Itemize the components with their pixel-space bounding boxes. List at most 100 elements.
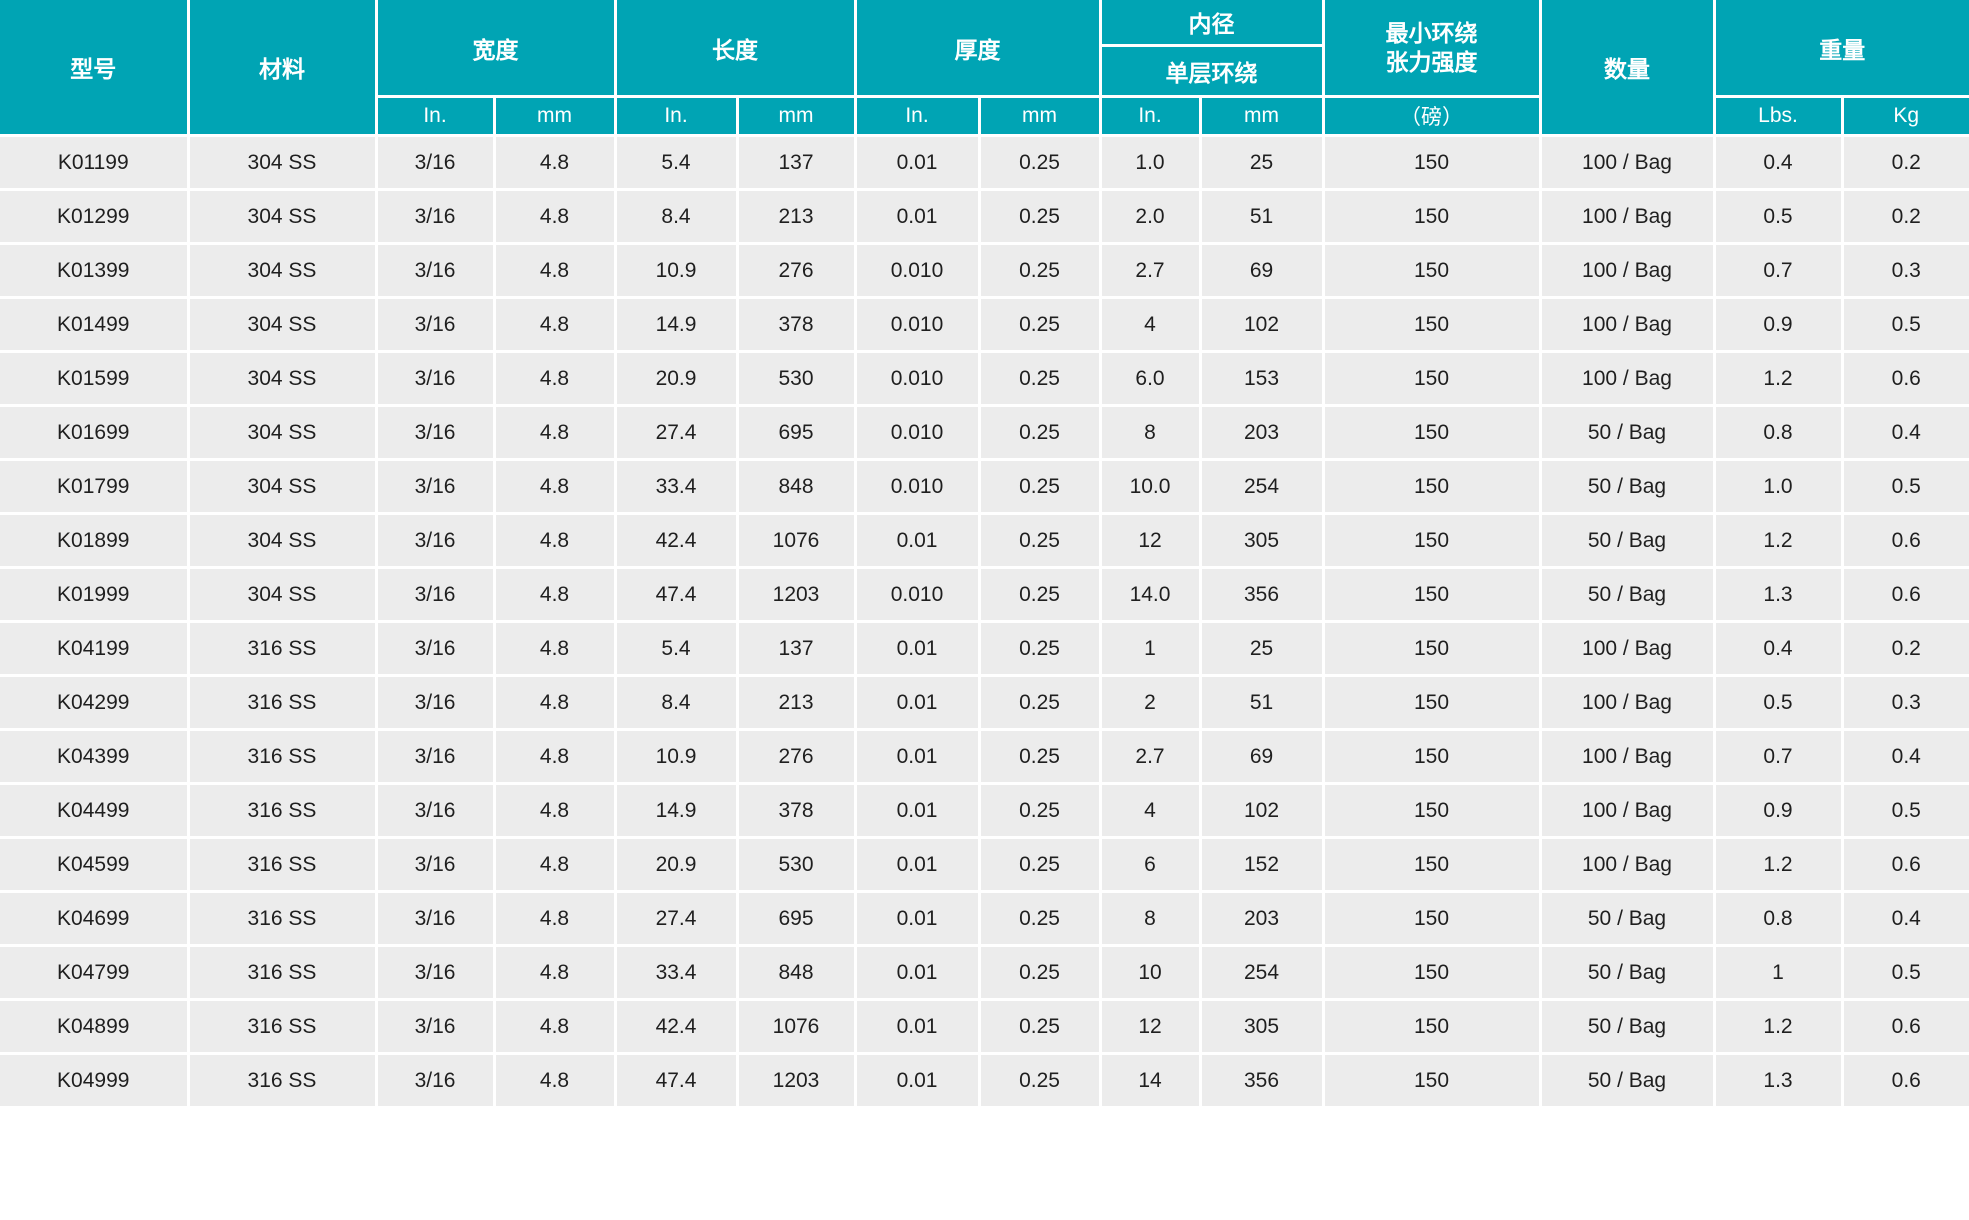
- cell-width-in: 3/16: [374, 296, 496, 353]
- cell-weight-lbs: 1.2: [1712, 836, 1844, 893]
- column-header-inner-diameter: 内径: [1098, 0, 1325, 47]
- cell-quantity: 100 / Bag: [1538, 620, 1716, 677]
- table-row: K01799 304 SS 3/16 4.8 33.4 848 0.010 0.25 10.0 2…: [0, 458, 1969, 515]
- cell-thickness-mm: 0.25: [977, 350, 1102, 407]
- cell-min-tensile-strength: 150: [1321, 836, 1542, 893]
- cell-inner-diameter-in: 6.0: [1098, 350, 1202, 407]
- cell-weight-kg: 0.5: [1840, 944, 1969, 1001]
- cell-inner-diameter-in: 12: [1098, 512, 1202, 569]
- unit-header-length-in: In.: [613, 95, 739, 137]
- cell-inner-diameter-in: 1.0: [1098, 134, 1202, 191]
- table-row: K01699 304 SS 3/16 4.8 27.4 695 0.010 0.25 8 203 1…: [0, 404, 1969, 461]
- cell-width-mm: 4.8: [492, 674, 617, 731]
- cell-width-mm: 4.8: [492, 566, 617, 623]
- table-row: K01399 304 SS 3/16 4.8 10.9 276 0.010 0.25 2.7 69…: [0, 242, 1969, 299]
- cell-thickness-mm: 0.25: [977, 944, 1102, 1001]
- cell-weight-lbs: 0.7: [1712, 242, 1844, 299]
- cell-thickness-mm: 0.25: [977, 728, 1102, 785]
- table-row: K01599 304 SS 3/16 4.8 20.9 530 0.010 0.25 6.0 15…: [0, 350, 1969, 407]
- cell-thickness-mm: 0.25: [977, 620, 1102, 677]
- column-header-width: 宽度: [374, 0, 617, 98]
- table-header: 型号 材料 宽度 长度 厚度 内径 最小环绕 张力强度 数量 重量 单层环绕 I…: [0, 0, 1969, 137]
- cell-length-in: 14.9: [613, 296, 739, 353]
- cell-width-in: 3/16: [374, 242, 496, 299]
- cell-width-mm: 4.8: [492, 350, 617, 407]
- cell-width-mm: 4.8: [492, 1052, 617, 1108]
- cell-min-tensile-strength: 150: [1321, 620, 1542, 677]
- cell-material: 316 SS: [186, 836, 378, 893]
- cell-length-in: 14.9: [613, 782, 739, 839]
- cell-quantity: 100 / Bag: [1538, 350, 1716, 407]
- cell-length-mm: 695: [735, 890, 857, 947]
- cell-inner-diameter-mm: 102: [1198, 782, 1325, 839]
- cell-material: 304 SS: [186, 566, 378, 623]
- cell-weight-lbs: 0.9: [1712, 782, 1844, 839]
- cell-quantity: 50 / Bag: [1538, 566, 1716, 623]
- cell-inner-diameter-mm: 254: [1198, 944, 1325, 1001]
- table-row: K01499 304 SS 3/16 4.8 14.9 378 0.010 0.25 4 102 1…: [0, 296, 1969, 353]
- cell-weight-lbs: 0.7: [1712, 728, 1844, 785]
- cell-weight-kg: 0.6: [1840, 1052, 1969, 1108]
- cell-inner-diameter-in: 14.0: [1098, 566, 1202, 623]
- cell-inner-diameter-in: 10: [1098, 944, 1202, 1001]
- table-row: K04699 316 SS 3/16 4.8 27.4 695 0.01 0.25 8 203 15…: [0, 890, 1969, 947]
- column-header-material: 材料: [186, 0, 378, 137]
- cell-length-mm: 213: [735, 674, 857, 731]
- cell-weight-kg: 0.5: [1840, 296, 1969, 353]
- cell-length-in: 10.9: [613, 242, 739, 299]
- cell-thickness-in: 0.01: [853, 674, 981, 731]
- cell-quantity: 50 / Bag: [1538, 512, 1716, 569]
- cell-material: 316 SS: [186, 782, 378, 839]
- cell-thickness-mm: 0.25: [977, 134, 1102, 191]
- cell-weight-lbs: 1.3: [1712, 566, 1844, 623]
- cell-weight-kg: 0.2: [1840, 620, 1969, 677]
- cell-inner-diameter-in: 4: [1098, 782, 1202, 839]
- cell-thickness-in: 0.01: [853, 512, 981, 569]
- cell-weight-lbs: 0.5: [1712, 188, 1844, 245]
- cell-length-mm: 137: [735, 620, 857, 677]
- cell-model: K01199: [0, 134, 190, 191]
- cell-width-mm: 4.8: [492, 620, 617, 677]
- cell-inner-diameter-mm: 305: [1198, 998, 1325, 1055]
- cell-model: K04399: [0, 728, 190, 785]
- cell-weight-kg: 0.2: [1840, 134, 1969, 191]
- cell-inner-diameter-in: 14: [1098, 1052, 1202, 1108]
- cell-inner-diameter-mm: 51: [1198, 674, 1325, 731]
- cell-inner-diameter-in: 2.7: [1098, 242, 1202, 299]
- cell-length-mm: 137: [735, 134, 857, 191]
- cell-thickness-mm: 0.25: [977, 566, 1102, 623]
- cell-thickness-mm: 0.25: [977, 512, 1102, 569]
- cell-material: 316 SS: [186, 728, 378, 785]
- cell-model: K01899: [0, 512, 190, 569]
- cell-quantity: 50 / Bag: [1538, 404, 1716, 461]
- cell-quantity: 100 / Bag: [1538, 188, 1716, 245]
- cell-weight-lbs: 0.8: [1712, 890, 1844, 947]
- cell-weight-kg: 0.3: [1840, 242, 1969, 299]
- cell-weight-kg: 0.5: [1840, 458, 1969, 515]
- cell-length-mm: 378: [735, 296, 857, 353]
- cell-inner-diameter-in: 10.0: [1098, 458, 1202, 515]
- cell-width-in: 3/16: [374, 890, 496, 947]
- cell-min-tensile-strength: 150: [1321, 350, 1542, 407]
- table-row: K04199 316 SS 3/16 4.8 5.4 137 0.01 0.25 1 25 150 1…: [0, 620, 1969, 677]
- cell-width-in: 3/16: [374, 404, 496, 461]
- cell-length-in: 20.9: [613, 836, 739, 893]
- cell-model: K04599: [0, 836, 190, 893]
- cell-model: K01599: [0, 350, 190, 407]
- cell-material: 304 SS: [186, 242, 378, 299]
- cell-weight-lbs: 0.5: [1712, 674, 1844, 731]
- cell-inner-diameter-mm: 203: [1198, 404, 1325, 461]
- cell-length-in: 47.4: [613, 1052, 739, 1108]
- cell-weight-lbs: 1: [1712, 944, 1844, 1001]
- cell-weight-kg: 0.6: [1840, 836, 1969, 893]
- unit-header-width-in: In.: [374, 95, 496, 137]
- cell-width-in: 3/16: [374, 782, 496, 839]
- cell-width-mm: 4.8: [492, 944, 617, 1001]
- cell-width-in: 3/16: [374, 998, 496, 1055]
- table-row: K01299 304 SS 3/16 4.8 8.4 213 0.01 0.25 2.0 51 15…: [0, 188, 1969, 245]
- cell-quantity: 50 / Bag: [1538, 998, 1716, 1055]
- cell-quantity: 100 / Bag: [1538, 242, 1716, 299]
- cell-thickness-in: 0.01: [853, 782, 981, 839]
- header-row-units: In. mm In. mm In. mm In. mm （磅） Lbs. Kg: [0, 95, 1969, 137]
- cell-weight-lbs: 0.4: [1712, 620, 1844, 677]
